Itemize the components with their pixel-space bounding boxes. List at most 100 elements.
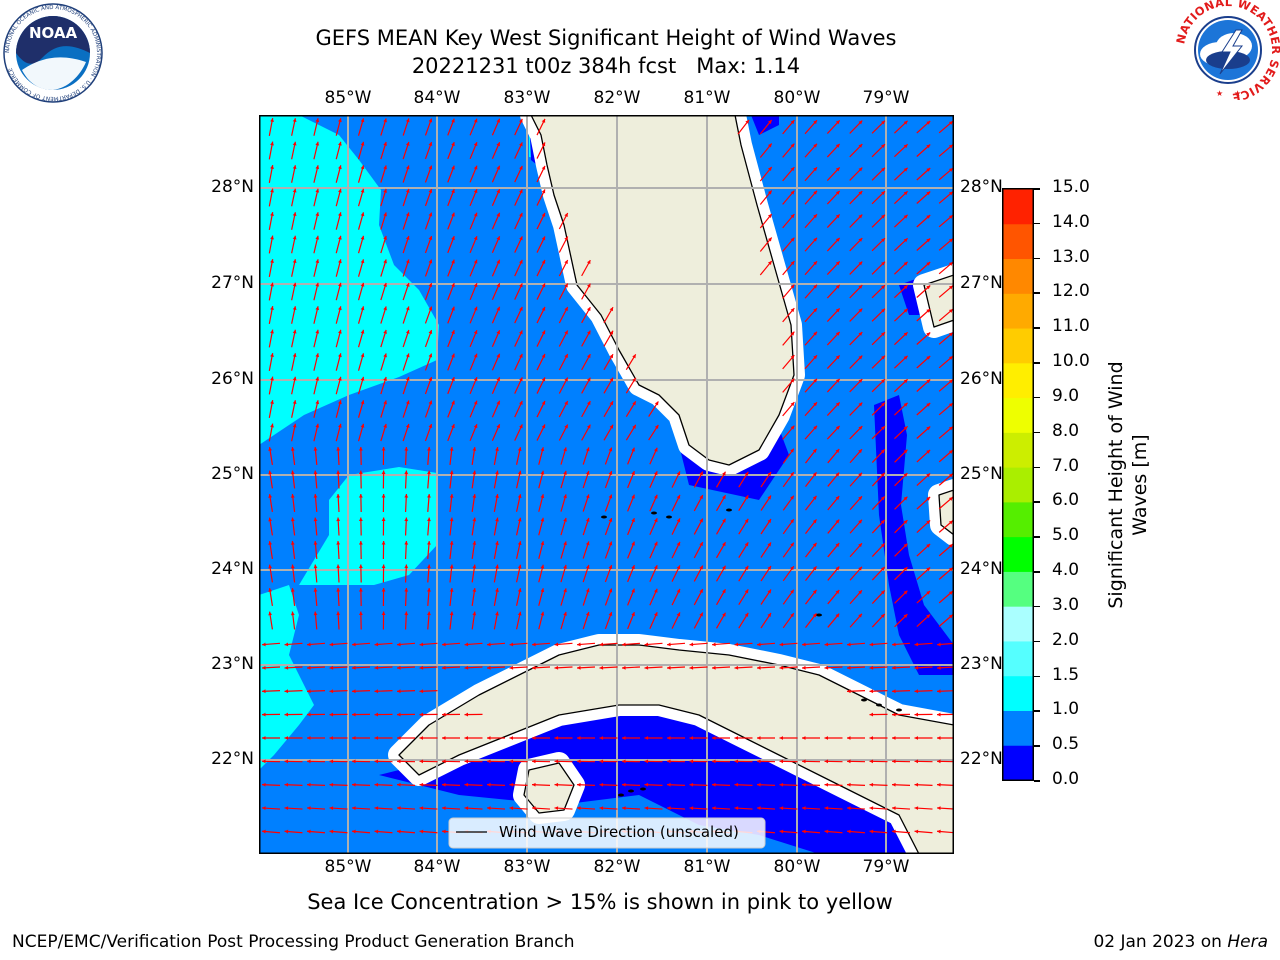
- colorbar-tick-label: 5.0: [1052, 525, 1080, 546]
- wave-arrow: [284, 689, 303, 694]
- wave-arrow: [336, 517, 341, 536]
- wave-arrow: [827, 472, 840, 487]
- wave-arrow: [938, 567, 954, 580]
- wave-arrow: [805, 448, 817, 464]
- lon-tick-bottom: 85°W: [324, 857, 372, 877]
- wave-arrow: [871, 308, 886, 322]
- noaa-logo-text: NOAA: [29, 24, 78, 42]
- footer-date: 02 Jan 2023 on Hera: [1093, 932, 1268, 952]
- isle-of-youth: [523, 762, 575, 814]
- wave-arrow: [424, 400, 433, 418]
- wave-arrow: [693, 494, 704, 512]
- wave-arrow: [329, 782, 348, 787]
- colorbar-tick-label: 8.0: [1052, 420, 1080, 441]
- wave-arrow: [509, 782, 528, 787]
- wave-arrow: [558, 400, 569, 418]
- wave-arrow: [826, 284, 841, 299]
- wave-arrow: [335, 212, 342, 230]
- wave-arrow: [689, 806, 708, 811]
- wave-arrow: [554, 736, 573, 740]
- wave-arrow: [514, 118, 523, 136]
- wave-arrow: [715, 588, 727, 606]
- wave-arrow: [351, 712, 371, 717]
- wave-arrow: [644, 642, 663, 647]
- wave-arrow: [849, 495, 863, 511]
- wave-arrow: [491, 424, 501, 441]
- wave-arrow: [449, 564, 454, 583]
- wave-arrow: [313, 118, 320, 136]
- wave-arrow: [938, 379, 954, 392]
- wave-arrow: [804, 260, 818, 276]
- wave-arrow: [779, 642, 798, 647]
- wave-arrow: [491, 400, 501, 418]
- wave-arrow: [916, 472, 931, 487]
- wave-arrow: [936, 689, 954, 694]
- wave-arrow: [558, 259, 569, 277]
- wave-arrow: [801, 829, 821, 834]
- wave-arrow: [380, 141, 387, 160]
- svg-text:★: ★: [1216, 89, 1223, 98]
- wave-arrow: [846, 665, 866, 670]
- wave-arrow: [491, 236, 501, 253]
- wave-arrow: [826, 331, 841, 346]
- wave-arrow: [938, 261, 954, 275]
- wave-arrow: [358, 587, 363, 607]
- wave-arrow: [576, 642, 596, 647]
- wave-arrow: [291, 235, 297, 254]
- wave-arrow: [936, 736, 954, 740]
- wave-arrow: [871, 613, 886, 628]
- wave-arrow: [471, 611, 477, 630]
- colorbar-tick-mark: [1034, 640, 1040, 643]
- wave-arrow: [514, 377, 523, 394]
- wave-arrow: [671, 471, 681, 488]
- wave-arrow: [644, 736, 663, 740]
- wave-arrow: [805, 472, 817, 487]
- colorbar-segment: [1003, 745, 1033, 781]
- wave-arrow: [760, 589, 772, 605]
- wave-arrow: [782, 307, 795, 323]
- wave-arrow: [826, 425, 841, 440]
- wave-arrow: [824, 665, 843, 670]
- wave-arrow: [536, 377, 546, 394]
- wave-arrow: [804, 213, 818, 229]
- wave-arrow: [738, 612, 749, 629]
- wave-arrow: [649, 447, 658, 465]
- wave-arrow: [846, 642, 866, 647]
- wave-arrow: [916, 449, 931, 463]
- lat-tick-right: 27°N: [960, 273, 1003, 293]
- wave-arrow: [891, 759, 911, 764]
- wave-arrow: [268, 494, 273, 512]
- colorbar-tick-mark: [1034, 571, 1040, 573]
- wave-arrow: [649, 612, 658, 629]
- wave-arrow: [666, 782, 686, 787]
- wave-arrow: [826, 402, 841, 416]
- wave-arrow: [558, 306, 569, 324]
- wave-arrow: [284, 759, 303, 764]
- wave-arrow: [290, 540, 296, 560]
- wave-arrow: [894, 190, 908, 205]
- wave-arrow: [894, 590, 908, 604]
- wave-arrow: [805, 519, 817, 534]
- wave-arrow: [306, 782, 326, 787]
- wave-arrow: [782, 471, 795, 488]
- wave-arrow: [291, 165, 297, 183]
- wave-arrow: [756, 782, 776, 787]
- wave-arrow: [558, 283, 569, 300]
- wave-arrow: [313, 564, 318, 583]
- lat-tick-left: 25°N: [211, 464, 254, 484]
- wave-arrow: [419, 736, 438, 740]
- wave-arrow: [380, 423, 387, 442]
- wave-arrow: [447, 188, 455, 207]
- wave-arrow: [313, 493, 318, 513]
- wave-arrow: [849, 308, 863, 322]
- wave-arrow: [404, 517, 409, 536]
- wave-arrow: [846, 736, 866, 740]
- wave-arrow: [849, 143, 863, 158]
- wave-arrow: [671, 518, 681, 535]
- wave-arrow: [402, 141, 410, 160]
- wave-arrow: [782, 378, 795, 393]
- wave-arrow: [509, 665, 528, 670]
- key-island: [651, 511, 657, 515]
- wave-arrow: [849, 261, 863, 275]
